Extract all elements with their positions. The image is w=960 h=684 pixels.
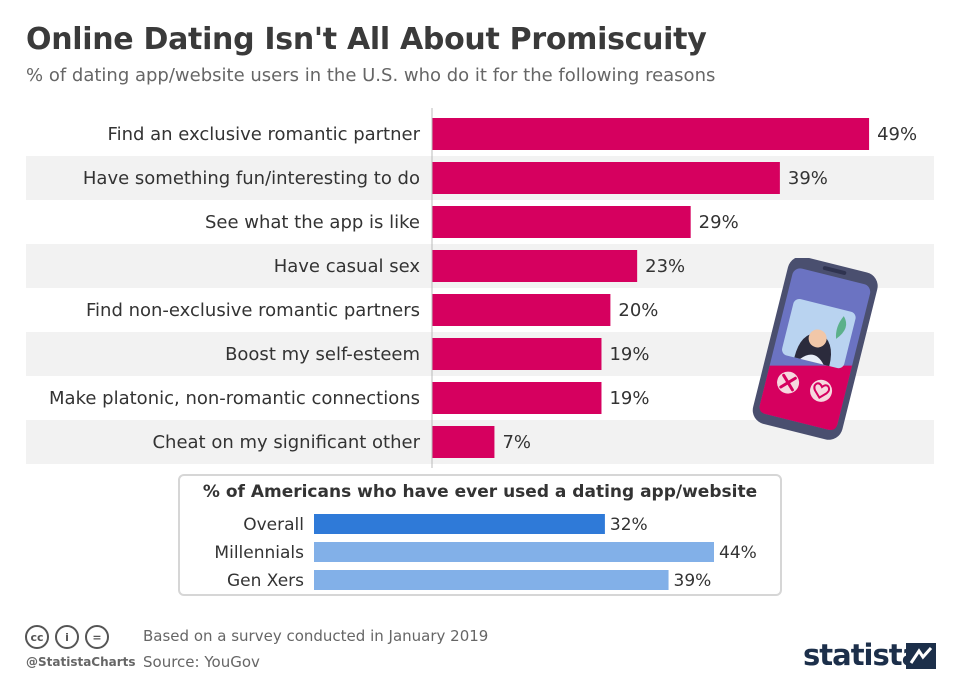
survey-note: Based on a survey conducted in January 2… — [143, 627, 489, 645]
inset-title: % of Americans who have ever used a dati… — [202, 482, 758, 502]
value-label: 20% — [618, 300, 658, 321]
person-icon: i — [55, 625, 79, 649]
category-label: Find an exclusive romantic partner — [108, 124, 421, 145]
usage-inset-box: Overall 32% Millennials 44% Gen Xers 39% % of… — [178, 474, 782, 596]
cc-icon: cc — [25, 625, 49, 649]
value-label: 7% — [502, 432, 531, 453]
inset-value-label: 32% — [610, 515, 648, 535]
license-icons: cc i = — [25, 625, 109, 649]
category-label: Have something fun/interesting to do — [83, 168, 420, 189]
chart-subtitle: % of dating app/website users in the U.S… — [26, 65, 716, 86]
bar — [432, 206, 691, 238]
value-label: 49% — [877, 124, 917, 145]
twitter-handle: @StatistaCharts — [26, 655, 136, 669]
profile-face — [808, 329, 827, 348]
inset-category-label: Gen Xers — [227, 571, 304, 591]
statista-logo-text: statista — [803, 638, 921, 672]
usage-bar-chart: Overall 32% Millennials 44% Gen Xers 39% — [214, 514, 757, 591]
profile-body — [800, 354, 824, 365]
reject-x-icon — [779, 373, 797, 392]
value-label: 39% — [788, 168, 828, 189]
chart-title: Online Dating Isn't All About Promiscuit… — [26, 22, 707, 57]
bar — [432, 294, 611, 326]
category-label: Have casual sex — [274, 256, 421, 277]
inset-category-label: Millennials — [214, 543, 304, 563]
heart-icon — [813, 382, 831, 399]
bar — [432, 118, 870, 150]
inset-category-label: Overall — [243, 515, 304, 535]
value-label: 29% — [699, 212, 739, 233]
source-note: Source: YouGov — [143, 653, 260, 671]
category-label: See what the app is like — [205, 212, 420, 233]
inset-bar — [314, 570, 669, 590]
category-label: Make platonic, non-romantic connections — [49, 388, 420, 409]
inset-value-label: 39% — [674, 571, 712, 591]
bar — [432, 382, 602, 414]
statista-logo-icon — [906, 643, 936, 669]
inset-bar — [314, 542, 714, 562]
inset-value-label: 44% — [719, 543, 757, 563]
category-label: Boost my self-esteem — [225, 344, 420, 365]
inset-bar — [314, 514, 605, 534]
leaf-decoration — [835, 316, 847, 339]
bar — [432, 250, 638, 282]
category-label: Cheat on my significant other — [152, 432, 420, 453]
bar — [432, 338, 602, 370]
bar — [432, 162, 780, 194]
value-label: 19% — [609, 344, 649, 365]
phone-speaker — [822, 266, 847, 275]
value-label: 19% — [609, 388, 649, 409]
phone-illustration — [752, 258, 878, 440]
category-label: Find non-exclusive romantic partners — [86, 300, 420, 321]
bar — [432, 426, 495, 458]
value-label: 23% — [645, 256, 685, 277]
equals-icon: = — [85, 625, 109, 649]
